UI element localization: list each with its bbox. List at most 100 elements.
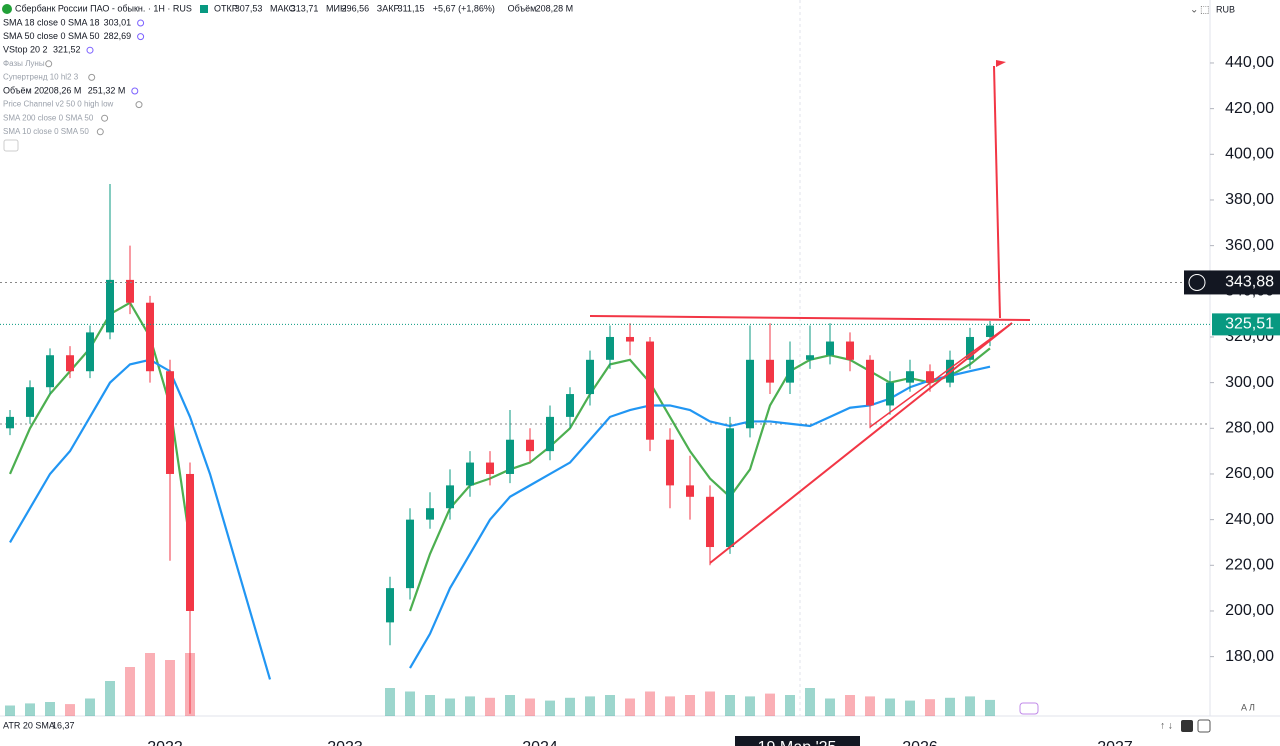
candle-body bbox=[706, 496, 714, 548]
candle-body bbox=[606, 336, 614, 360]
logo bbox=[2, 4, 12, 14]
volume-bar bbox=[145, 653, 155, 716]
volume-bar bbox=[685, 695, 695, 716]
indicator-value: 208,26 M bbox=[44, 85, 82, 95]
volume-bar bbox=[85, 698, 95, 716]
crosshair-plus bbox=[1188, 273, 1206, 291]
indicator-name: SMA 50 close 0 SMA 50 bbox=[3, 31, 100, 41]
status-icon bbox=[200, 5, 208, 13]
volume-bar bbox=[405, 691, 415, 716]
visibility-icon[interactable] bbox=[88, 73, 96, 81]
candle-body bbox=[146, 302, 154, 372]
ohlc-label: ЗАКР bbox=[377, 3, 400, 13]
atr-value: 16,37 bbox=[52, 720, 75, 730]
volume-bar bbox=[945, 697, 955, 716]
y-tick-label: 260,00 bbox=[1225, 465, 1274, 482]
indicator-value: 321,52 bbox=[53, 45, 81, 55]
pane-control[interactable] bbox=[1181, 720, 1193, 732]
visibility-icon[interactable] bbox=[137, 33, 145, 41]
resistance-line bbox=[589, 315, 1031, 321]
y-tick-label: 180,00 bbox=[1225, 648, 1274, 665]
visibility-icon[interactable] bbox=[96, 128, 104, 136]
visibility-icon[interactable] bbox=[131, 87, 139, 95]
volume-bar bbox=[565, 697, 575, 716]
candle-body bbox=[66, 355, 74, 372]
y-tick-label: 400,00 bbox=[1225, 146, 1274, 163]
x-tick-label: 2026 bbox=[902, 739, 938, 746]
volume-bar bbox=[665, 696, 675, 716]
candle-body bbox=[166, 371, 174, 474]
change: +5,67 (+1,86%) bbox=[433, 3, 495, 13]
indicator-name: SMA 10 close 0 SMA 50 bbox=[3, 127, 89, 136]
symbol: Сбербанк России ПАО - обыкн. · 1Н · RUS bbox=[15, 3, 192, 13]
axis-mode[interactable]: A Л bbox=[1241, 702, 1255, 712]
volume-bar bbox=[25, 703, 35, 716]
ohlc-label: МИН bbox=[326, 3, 346, 13]
ohlc-value: 307,53 bbox=[235, 3, 263, 13]
y-tick-label: 360,00 bbox=[1225, 237, 1274, 254]
volume-bar bbox=[45, 702, 55, 716]
indicator-value: 303,01 bbox=[104, 17, 132, 27]
candle-body bbox=[686, 485, 694, 497]
crosshair-box bbox=[1184, 270, 1280, 295]
header: Сбербанк России ПАО - обыкн. · 1Н · RUS … bbox=[2, 3, 1235, 16]
support-line bbox=[869, 322, 1013, 428]
candle-body bbox=[746, 359, 754, 429]
candle-body bbox=[526, 439, 534, 452]
candle-body bbox=[486, 462, 494, 474]
toolbar-icon[interactable]: ⌄ bbox=[1190, 5, 1198, 16]
volume-bar bbox=[725, 695, 735, 716]
candle-body bbox=[26, 387, 34, 417]
sma-line bbox=[8, 301, 192, 543]
atr-name: ATR 20 SMA bbox=[3, 720, 55, 730]
x-tick-label: 2022 bbox=[147, 739, 183, 746]
candle-body bbox=[666, 439, 674, 486]
candle-body bbox=[786, 359, 794, 383]
crosshair-date: 19 Мар '25 bbox=[758, 739, 837, 746]
volume-bar bbox=[385, 688, 395, 716]
toolbar-icon[interactable]: ⬚ bbox=[1200, 5, 1209, 16]
volume-bar bbox=[745, 696, 755, 716]
volume-bar bbox=[925, 699, 935, 716]
candle-body bbox=[826, 341, 834, 356]
volume-bar bbox=[65, 704, 75, 716]
candle-body bbox=[906, 371, 914, 383]
last-price-box bbox=[1212, 313, 1280, 336]
pane-controls[interactable]: ↑ ↓ bbox=[1160, 721, 1173, 732]
volume-bar bbox=[585, 696, 595, 716]
collapse-button[interactable] bbox=[3, 139, 19, 152]
candle-body bbox=[546, 416, 554, 452]
y-tick-label: 440,00 bbox=[1225, 54, 1274, 71]
visibility-icon[interactable] bbox=[135, 101, 143, 109]
volume-bar bbox=[505, 695, 515, 716]
volume-bar bbox=[765, 693, 775, 716]
visibility-icon[interactable] bbox=[137, 19, 145, 27]
volume-bar bbox=[485, 697, 495, 716]
volume-bar bbox=[545, 700, 555, 716]
volume-bar bbox=[865, 696, 875, 716]
indicator-name: Супертренд 10 hl2 3 bbox=[3, 73, 79, 82]
candle-body bbox=[846, 341, 854, 360]
candle-body bbox=[46, 355, 54, 388]
candle-body bbox=[726, 428, 734, 548]
ohlc-value: 311,15 bbox=[398, 3, 425, 13]
indicator-name: SMA 200 close 0 SMA 50 bbox=[3, 113, 94, 122]
y-tick-label: 200,00 bbox=[1225, 602, 1274, 619]
candle-body bbox=[926, 371, 934, 383]
visibility-icon[interactable] bbox=[45, 60, 53, 68]
candle-body bbox=[506, 439, 514, 474]
candle-body bbox=[106, 279, 114, 333]
y-tick-label: 420,00 bbox=[1225, 100, 1274, 117]
volume-bar bbox=[645, 691, 655, 716]
volume-label: Объём bbox=[508, 3, 537, 13]
candle-body bbox=[426, 508, 434, 520]
visibility-icon[interactable] bbox=[101, 114, 109, 122]
indicator-name: Price Channel v2 50 0 high low bbox=[3, 100, 114, 109]
volume-bar bbox=[845, 695, 855, 716]
visibility-icon[interactable] bbox=[86, 46, 94, 54]
volume-bar bbox=[465, 696, 475, 716]
x-tick-label: 2024 bbox=[522, 739, 558, 746]
pane-control[interactable] bbox=[1197, 719, 1211, 733]
volume-bar bbox=[105, 681, 115, 716]
candle-body bbox=[986, 325, 994, 337]
